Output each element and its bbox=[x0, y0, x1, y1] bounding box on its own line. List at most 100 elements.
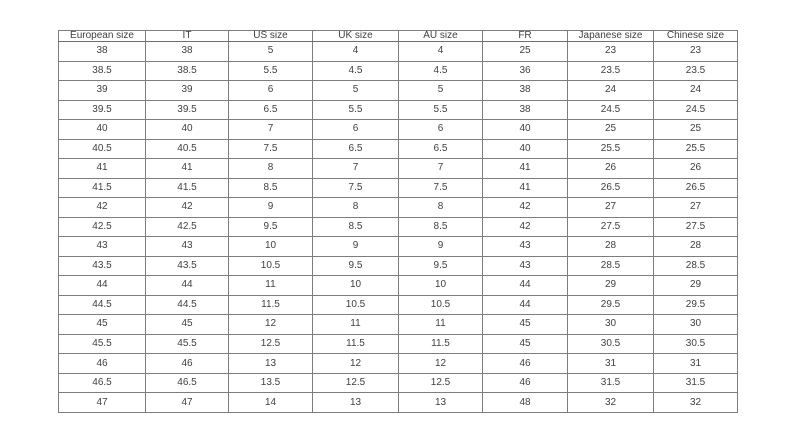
table-cell: 7 bbox=[228, 119, 313, 140]
table-cell: 43.5 bbox=[145, 255, 229, 277]
table-cell: 6 bbox=[228, 80, 313, 101]
table-cell: 24 bbox=[567, 80, 654, 101]
column-header: Japanese size bbox=[567, 30, 654, 42]
table-row: 45 45 12 11 11 45 30 30 bbox=[58, 314, 738, 335]
table-cell: 45 bbox=[482, 333, 568, 355]
table-header: European size IT US size UK size AU size FR Ja… bbox=[58, 30, 738, 42]
table-cell: 42 bbox=[58, 197, 146, 218]
table-cell: 25 bbox=[482, 41, 568, 62]
table-cell: 27.5 bbox=[567, 216, 654, 238]
table-cell: 10 bbox=[228, 236, 313, 257]
column-header: US size bbox=[228, 30, 313, 42]
table-row: 39.5 39.5 6.5 5.5 5.5 38 24.5 24.5 bbox=[58, 99, 738, 121]
table-row: 44.5 44.5 11.5 10.5 10.5 44 29.5 29.5 bbox=[58, 294, 738, 316]
table-cell: 23.5 bbox=[567, 60, 654, 82]
table-cell: 40.5 bbox=[145, 138, 229, 160]
table-cell: 12.5 bbox=[398, 372, 483, 394]
table-cell: 26 bbox=[653, 158, 738, 179]
table-cell: 10.5 bbox=[228, 255, 313, 277]
column-header: UK size bbox=[312, 30, 399, 42]
table-cell: 40 bbox=[58, 119, 146, 140]
table-cell: 9.5 bbox=[312, 255, 399, 277]
table-cell: 45.5 bbox=[145, 333, 229, 355]
table-cell: 8.5 bbox=[312, 216, 399, 238]
table-cell: 31.5 bbox=[653, 372, 738, 394]
table-row: 43.5 43.5 10.5 9.5 9.5 43 28.5 28.5 bbox=[58, 255, 738, 277]
table-cell: 31.5 bbox=[567, 372, 654, 394]
table-cell: 8 bbox=[312, 197, 399, 218]
column-header: AU size bbox=[398, 30, 483, 42]
table-cell: 23 bbox=[567, 41, 654, 62]
table-cell: 46 bbox=[58, 353, 146, 374]
table-cell: 41 bbox=[482, 177, 568, 199]
table-cell: 38 bbox=[58, 41, 146, 62]
table-cell: 44 bbox=[482, 275, 568, 296]
table-cell: 45 bbox=[145, 314, 229, 335]
table-cell: 26.5 bbox=[567, 177, 654, 199]
table-cell: 47 bbox=[145, 392, 229, 413]
table-header-row: European size IT US size UK size AU size FR Ja… bbox=[58, 30, 738, 42]
table-cell: 44 bbox=[145, 275, 229, 296]
table-cell: 46 bbox=[145, 353, 229, 374]
table-cell: 30.5 bbox=[567, 333, 654, 355]
table-cell: 5 bbox=[312, 80, 399, 101]
table-cell: 11 bbox=[312, 314, 399, 335]
table-cell: 25.5 bbox=[567, 138, 654, 160]
table-cell: 44 bbox=[482, 294, 568, 316]
table-cell: 38.5 bbox=[145, 60, 229, 82]
table-cell: 44.5 bbox=[58, 294, 146, 316]
table-cell: 41.5 bbox=[58, 177, 146, 199]
table-cell: 41 bbox=[145, 158, 229, 179]
table-cell: 9 bbox=[398, 236, 483, 257]
table-cell: 32 bbox=[567, 392, 654, 413]
table-row: 41.5 41.5 8.5 7.5 7.5 41 26.5 26.5 bbox=[58, 177, 738, 199]
table-cell: 44.5 bbox=[145, 294, 229, 316]
table-cell: 13 bbox=[312, 392, 399, 413]
table-cell: 31 bbox=[567, 353, 654, 374]
table-cell: 8 bbox=[228, 158, 313, 179]
table-cell: 5.5 bbox=[228, 60, 313, 82]
table-row: 39 39 6 5 5 38 24 24 bbox=[58, 80, 738, 101]
table-cell: 28 bbox=[567, 236, 654, 257]
table-cell: 42.5 bbox=[58, 216, 146, 238]
table-cell: 45.5 bbox=[58, 333, 146, 355]
table-row: 45.5 45.5 12.5 11.5 11.5 45 30.5 30.5 bbox=[58, 333, 738, 355]
table-cell: 25.5 bbox=[653, 138, 738, 160]
table-cell: 42.5 bbox=[145, 216, 229, 238]
table-cell: 42 bbox=[482, 216, 568, 238]
table-cell: 7.5 bbox=[228, 138, 313, 160]
table-cell: 46.5 bbox=[145, 372, 229, 394]
table-cell: 11.5 bbox=[312, 333, 399, 355]
table-cell: 41 bbox=[58, 158, 146, 179]
table-cell: 12 bbox=[312, 353, 399, 374]
table-cell: 43 bbox=[58, 236, 146, 257]
table-cell: 39 bbox=[58, 80, 146, 101]
table-cell: 38 bbox=[482, 99, 568, 121]
table-cell: 24 bbox=[653, 80, 738, 101]
table-cell: 28.5 bbox=[567, 255, 654, 277]
table-cell: 9 bbox=[228, 197, 313, 218]
table-cell: 39.5 bbox=[145, 99, 229, 121]
table-cell: 4.5 bbox=[398, 60, 483, 82]
table-cell: 28.5 bbox=[653, 255, 738, 277]
table-cell: 43 bbox=[482, 236, 568, 257]
table-row: 41 41 8 7 7 41 26 26 bbox=[58, 158, 738, 179]
table-cell: 25 bbox=[567, 119, 654, 140]
table-cell: 10 bbox=[312, 275, 399, 296]
table-cell: 27 bbox=[567, 197, 654, 218]
table-cell: 47 bbox=[58, 392, 146, 413]
table-cell: 39.5 bbox=[58, 99, 146, 121]
table-cell: 39 bbox=[145, 80, 229, 101]
table-cell: 7.5 bbox=[398, 177, 483, 199]
table-cell: 43 bbox=[482, 255, 568, 277]
table-cell: 36 bbox=[482, 60, 568, 82]
table-cell: 48 bbox=[482, 392, 568, 413]
table-row: 44 44 11 10 10 44 29 29 bbox=[58, 275, 738, 296]
table-cell: 9 bbox=[312, 236, 399, 257]
table-cell: 29 bbox=[653, 275, 738, 296]
table-row: 42 42 9 8 8 42 27 27 bbox=[58, 197, 738, 218]
table-cell: 24.5 bbox=[567, 99, 654, 121]
table-cell: 41.5 bbox=[145, 177, 229, 199]
table-cell: 12.5 bbox=[228, 333, 313, 355]
table-cell: 8 bbox=[398, 197, 483, 218]
